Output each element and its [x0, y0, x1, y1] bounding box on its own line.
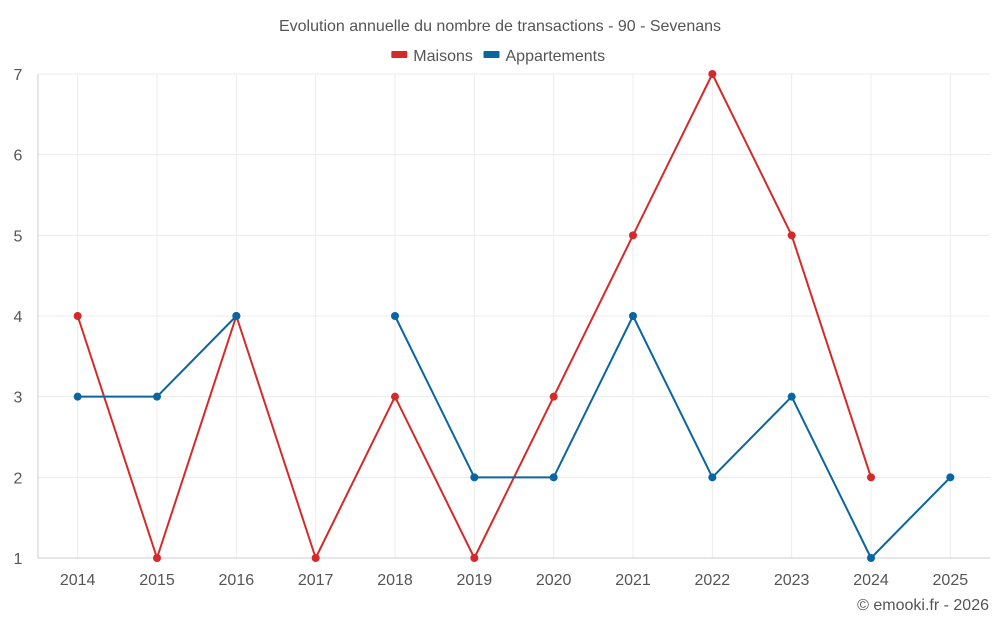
data-point-appartements[interactable] [629, 312, 637, 320]
legend-item-appartements[interactable]: Appartements [483, 48, 606, 65]
data-point-maisons[interactable] [311, 554, 320, 562]
data-point-appartements[interactable] [153, 392, 161, 401]
y-tick-label: 7 [14, 67, 23, 84]
x-tick-label: 2015 [139, 572, 175, 589]
data-point-appartements[interactable] [708, 473, 717, 482]
data-point-appartements[interactable] [867, 554, 875, 562]
y-tick-label: 3 [14, 390, 23, 407]
data-point-appartements[interactable] [73, 392, 82, 401]
y-tick-label: 4 [14, 309, 23, 326]
data-point-appartements[interactable] [391, 312, 399, 320]
x-tick-label: 2014 [60, 572, 96, 589]
x-tick-label: 2023 [774, 572, 810, 589]
x-tick-label: 2020 [536, 572, 572, 589]
x-tick-label: 2016 [219, 572, 255, 589]
x-tick-label: 2018 [377, 572, 413, 589]
y-axis: 1 2 3 4 5 6 7 [14, 67, 23, 568]
data-point-appartements[interactable] [470, 473, 479, 482]
y-tick-label: 2 [14, 470, 23, 487]
data-point-maisons[interactable] [549, 392, 558, 401]
legend-label-maisons: Maisons [413, 48, 473, 65]
series-maisons [73, 70, 875, 562]
data-point-maisons[interactable] [73, 312, 82, 320]
data-point-maisons[interactable] [470, 554, 479, 562]
series-appartements [73, 312, 955, 562]
data-point-maisons[interactable] [708, 70, 717, 78]
chart-title: Evolution annuelle du nombre de transact… [279, 18, 721, 35]
y-tick-label: 6 [14, 148, 23, 165]
data-point-maisons[interactable] [153, 554, 161, 562]
x-tick-label: 2019 [457, 572, 493, 589]
legend: Maisons Appartements [391, 48, 605, 65]
data-point-appartements[interactable] [232, 312, 241, 320]
legend-swatch-maisons [391, 51, 408, 58]
x-tick-label: 2024 [853, 572, 889, 589]
data-point-maisons[interactable] [391, 392, 399, 401]
data-point-appartements[interactable] [946, 473, 955, 482]
x-axis: 2014 2015 2016 2017 2018 2019 2020 2021 2022 2023… [60, 572, 968, 589]
series-line-appartements [394, 315, 952, 559]
x-tick-label: 2025 [933, 572, 969, 589]
data-point-maisons[interactable] [867, 473, 875, 482]
data-point-maisons[interactable] [787, 231, 796, 240]
legend-item-maisons[interactable]: Maisons [391, 48, 473, 65]
series-layer [73, 70, 955, 562]
x-tick-label: 2017 [298, 572, 334, 589]
data-point-appartements[interactable] [549, 473, 558, 482]
legend-swatch-appartements [483, 51, 500, 58]
x-tick-label: 2022 [695, 572, 731, 589]
y-tick-label: 1 [14, 551, 23, 568]
y-tick-label: 5 [14, 228, 23, 245]
legend-label-appartements: Appartements [506, 48, 606, 65]
credit-text: © emooki.fr - 2026 [857, 597, 989, 614]
data-point-appartements[interactable] [787, 392, 796, 401]
x-tick-label: 2021 [615, 572, 651, 589]
data-point-maisons[interactable] [629, 231, 637, 240]
